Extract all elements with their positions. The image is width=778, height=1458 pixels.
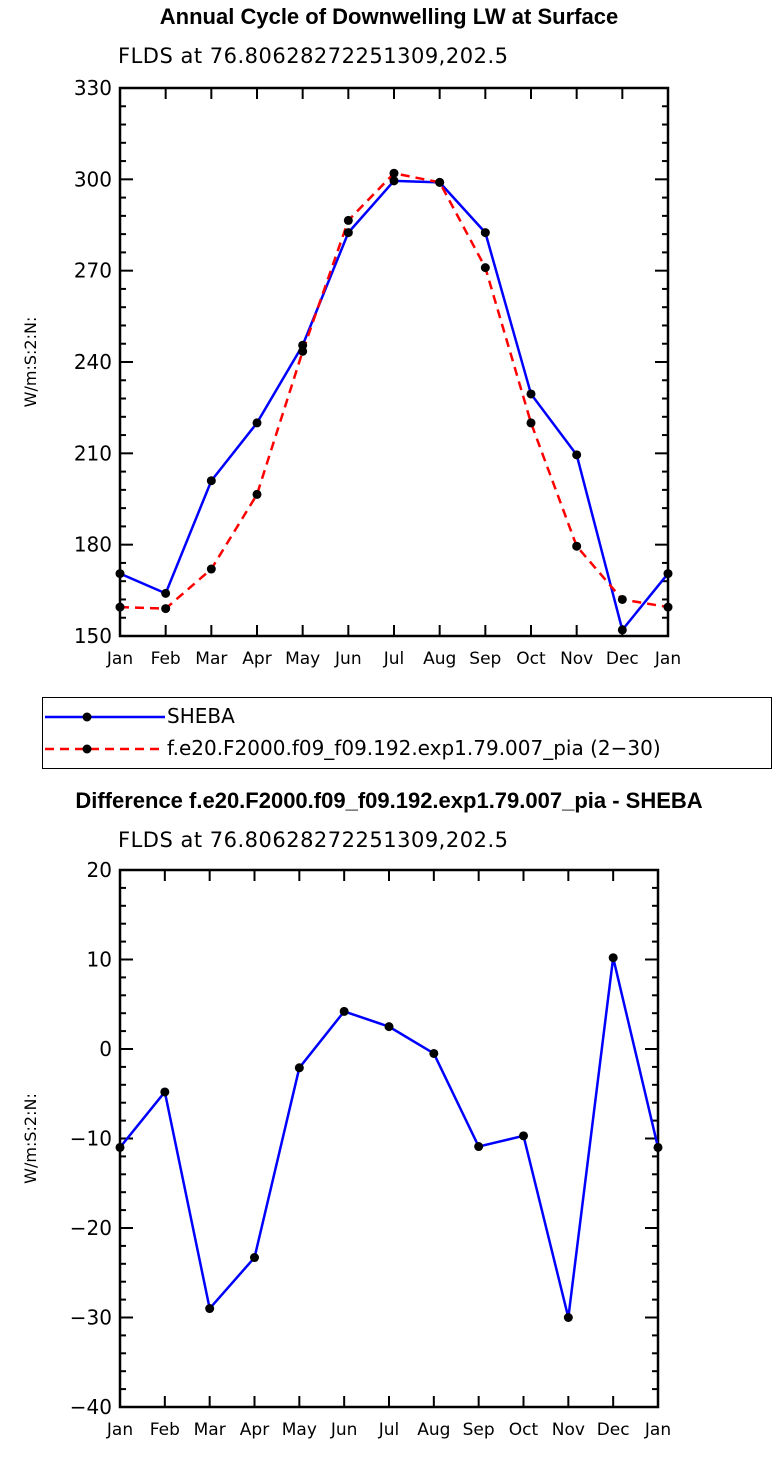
chart1-ytick-label: 300 <box>74 167 112 191</box>
chart1-xtick-label: Jan <box>654 649 681 669</box>
chart2-ytick-label: −30 <box>70 1306 112 1330</box>
chart2-xtick-label: Feb <box>150 1420 180 1440</box>
chart1-subtitle: FLDS at 76.80628272251309,202.5 <box>118 44 509 68</box>
chart2-ylabel: W/m:S:2:N: <box>21 1093 40 1184</box>
chart2-series-0-point <box>205 1304 215 1314</box>
chart1-ytick-label: 210 <box>74 441 112 465</box>
chart2-xtick-label: Jan <box>644 1420 671 1440</box>
chart2-xtick-label: Jun <box>330 1420 358 1440</box>
chart2-series-0-point <box>474 1142 484 1152</box>
chart1-xtick-label: Jul <box>383 649 405 669</box>
chart1-ytick-label: 270 <box>74 259 112 283</box>
legend-swatch-sheba <box>45 712 165 722</box>
chart1-series-1-point <box>617 594 627 604</box>
chart2-series-0-point <box>115 1142 125 1152</box>
chart1-xtick-label: May <box>285 649 320 669</box>
chart1-series-0-point <box>206 476 216 486</box>
chart1-xtick-label: Oct <box>516 649 546 669</box>
chart2-xtick-label: Jan <box>106 1420 133 1440</box>
chart2-xtick-label: Mar <box>194 1420 226 1440</box>
chart2-series-0-point <box>563 1313 573 1322</box>
chart1-plot: Jan Feb Mar Apr May Jun Jul Aug Sep Oct Nov Dec Jan1… <box>21 76 681 669</box>
chart2-xtick-label: Sep <box>463 1420 495 1440</box>
chart1-ytick-label: 180 <box>74 533 112 557</box>
chart1-series-1-point <box>663 602 673 612</box>
chart1-series-0-point <box>526 389 536 399</box>
chart1-series-0-point <box>343 228 353 238</box>
chart1-series-0-point <box>572 450 582 460</box>
chart1-xtick-label: Feb <box>151 649 181 669</box>
chart2-series-0-point <box>429 1048 439 1058</box>
chart2-series-0-point <box>653 1142 663 1152</box>
chart1-series-0-point <box>617 625 627 635</box>
chart2-ytick-label: 0 <box>99 1037 112 1061</box>
chart1-series-1-point <box>298 346 308 356</box>
chart2-xtick-label: Dec <box>597 1420 630 1440</box>
chart1-series-0-point <box>480 228 490 238</box>
chart1-xtick-label: Dec <box>606 649 639 669</box>
legend-label-sheba: SHEBA <box>167 704 235 728</box>
chart2-ytick-label: 10 <box>87 948 112 972</box>
chart1-xtick-label: Apr <box>242 649 271 669</box>
chart2-xtick-label: Oct <box>509 1420 539 1440</box>
chart2-ytick-label: 20 <box>87 858 112 882</box>
chart2-series-0-point <box>384 1022 394 1032</box>
chart1-xtick-label: Jun <box>334 649 362 669</box>
chart2-series-0-point <box>294 1063 304 1073</box>
chart2-xtick-label: Aug <box>417 1420 450 1440</box>
chart1-ylabel: W/m:S:2:N: <box>21 317 40 408</box>
chart1-series-1-point <box>526 418 536 428</box>
legend-label-model: f.e20.F2000.f09_f09.192.exp1.79.007_pia … <box>167 736 661 760</box>
chart1-series-1-point <box>572 541 582 551</box>
chart1-xtick-label: Nov <box>560 649 593 669</box>
chart2-title: Difference f.e20.F2000.f09_f09.192.exp1.… <box>75 788 703 813</box>
chart1-series-1-point <box>389 168 399 178</box>
chart1-series-1-point <box>206 564 216 574</box>
chart1-series-1-point <box>435 177 445 187</box>
chart1-legend: SHEBA f.e20.F2000.f09_f09.192.exp1.79.00… <box>42 697 772 769</box>
chart1-title: Annual Cycle of Downwelling LW at Surfac… <box>159 4 619 29</box>
chart1-series-1-point <box>480 263 490 273</box>
legend-entry-model: f.e20.F2000.f09_f09.192.exp1.79.007_pia … <box>43 734 771 764</box>
chart1-series-0-point <box>389 176 399 186</box>
legend-entry-sheba: SHEBA <box>43 702 771 732</box>
chart2-xtick-label: May <box>282 1420 317 1440</box>
chart2-frame <box>118 868 660 1409</box>
chart2-ytick-label: −10 <box>70 1127 112 1151</box>
chart1-ytick-label: 240 <box>74 350 112 374</box>
chart2-series-0-point <box>608 953 618 963</box>
chart1-ytick-label: 150 <box>74 624 112 648</box>
chart1-series-0-point <box>115 569 125 579</box>
chart1-series-0-point <box>663 569 673 579</box>
chart2-xtick-label: Jul <box>378 1420 400 1440</box>
chart2-series-0-line <box>119 956 660 1319</box>
chart1-series-0-point <box>252 418 262 428</box>
chart1-series-1-point <box>343 215 353 225</box>
chart2-series-0-point <box>160 1087 170 1097</box>
chart2-ytick-label: −20 <box>70 1216 112 1240</box>
chart2-ytick-label: −40 <box>70 1395 112 1419</box>
chart1-series-1-point <box>161 604 171 614</box>
legend-swatch-model <box>45 744 165 754</box>
chart2-subtitle: FLDS at 76.80628272251309,202.5 <box>118 828 509 852</box>
chart1-xtick-label: Jan <box>106 649 133 669</box>
chart2-series-0-point <box>250 1253 259 1263</box>
chart2-series-0-point <box>519 1131 528 1141</box>
chart1-series-1-point <box>115 602 125 612</box>
chart1-xtick-label: Mar <box>195 649 227 669</box>
chart1-xtick-label: Aug <box>423 649 456 669</box>
chart2-xtick-label: Apr <box>240 1420 269 1440</box>
chart1-ytick-label: 330 <box>74 76 112 100</box>
chart2-series-0-point <box>339 1006 349 1016</box>
chart2-xtick-label: Nov <box>552 1420 585 1440</box>
chart1-xtick-label: Sep <box>469 649 501 669</box>
chart1-series-1-point <box>252 489 262 499</box>
chart1-series-0-point <box>161 588 171 598</box>
